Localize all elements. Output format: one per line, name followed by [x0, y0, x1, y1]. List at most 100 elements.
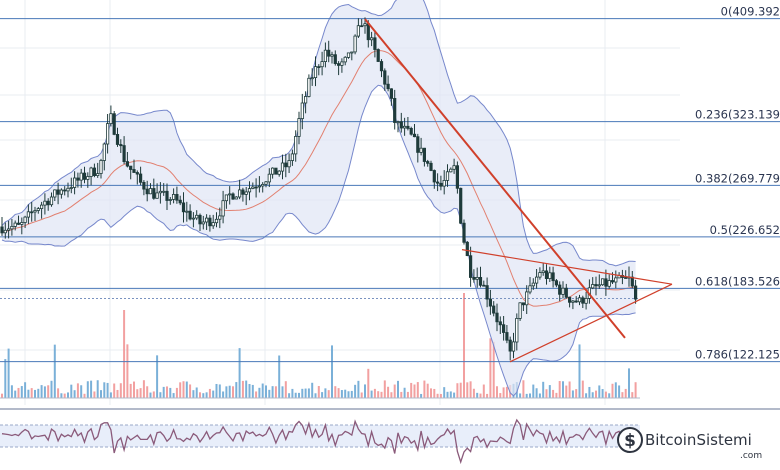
volume-bar	[307, 388, 310, 398]
volume-bar	[555, 392, 558, 398]
volume-bar	[532, 384, 535, 398]
candle-body	[475, 276, 479, 280]
candle-body	[343, 56, 347, 63]
volume-bar	[113, 383, 116, 398]
volume-bar	[433, 388, 436, 398]
candle-body	[300, 102, 304, 120]
candle-body	[564, 287, 568, 298]
candle-body	[195, 214, 199, 219]
candle-body	[148, 188, 153, 195]
volume-bar	[324, 388, 327, 398]
volume-bar	[268, 389, 271, 398]
candle-body	[132, 169, 136, 173]
volume-bar	[146, 386, 149, 398]
candle-body	[92, 167, 96, 176]
volume-bar	[258, 387, 261, 398]
candle-body	[426, 161, 430, 164]
volume-bar	[245, 380, 248, 398]
candle-body	[452, 165, 456, 170]
watermark: $ BitcoinSistemi .com	[617, 427, 762, 461]
oscillator-line	[1, 418, 637, 465]
volume-bar	[456, 383, 459, 398]
volume-bar	[393, 384, 396, 398]
candle-body	[366, 23, 370, 41]
candle-body	[360, 25, 364, 28]
volume-bar	[126, 344, 129, 398]
volume-bar	[321, 392, 324, 398]
volume-bar	[614, 382, 617, 398]
volume-bar	[426, 383, 429, 398]
volume-bar	[218, 384, 221, 398]
volume-bar	[364, 384, 366, 398]
candle-body	[383, 70, 387, 85]
candle-body	[221, 200, 225, 217]
candle-body	[561, 287, 565, 295]
volume-bar	[301, 388, 304, 398]
volume-bar	[222, 391, 225, 398]
volume-bar	[274, 386, 277, 398]
candle-body	[125, 161, 129, 167]
candle-body	[280, 162, 285, 172]
volume-bar	[634, 382, 637, 398]
volume-bar	[7, 348, 10, 398]
volume-bar	[241, 380, 244, 398]
candle-body	[501, 324, 506, 333]
volume-bar	[172, 393, 175, 398]
volume-bar	[37, 388, 40, 398]
volume-bar	[436, 393, 439, 398]
volume-bar	[479, 393, 482, 398]
candle-body	[274, 167, 278, 175]
fib-label: 0.786(122.125	[695, 348, 780, 362]
volume-bar	[331, 345, 333, 398]
volume-bar	[225, 386, 228, 398]
candle-body	[171, 193, 176, 200]
candle-body	[36, 208, 40, 211]
candle-body	[313, 66, 318, 78]
volume-bar	[27, 389, 30, 398]
candle-body	[191, 217, 195, 220]
volume-bar	[76, 383, 79, 398]
volume-bar	[525, 393, 528, 398]
candle-body	[254, 186, 258, 189]
candle-body	[525, 291, 529, 306]
volume-bar	[390, 392, 393, 398]
candle-body	[544, 270, 549, 279]
candle-body	[162, 190, 166, 193]
candle-body	[482, 284, 486, 287]
candle-body	[320, 61, 324, 68]
volume-bar	[281, 386, 284, 398]
volume-bar	[182, 381, 185, 398]
volume-bar	[86, 381, 89, 398]
volume-bar	[83, 393, 86, 398]
candle-body	[211, 222, 215, 227]
volume-bar	[70, 384, 73, 398]
volume-bar	[558, 381, 561, 398]
candle-body	[152, 188, 156, 199]
candle-body	[112, 113, 116, 135]
candle-body	[244, 191, 248, 195]
candle-body	[356, 25, 361, 37]
candle-body	[307, 77, 311, 97]
candle-body	[462, 222, 466, 243]
candle-body	[284, 162, 288, 168]
volume-bar	[129, 383, 132, 398]
candle-body	[89, 167, 93, 177]
volume-bar	[278, 355, 281, 398]
volume-bar	[595, 390, 597, 398]
candle-body	[409, 127, 413, 135]
svg-text:$: $	[624, 431, 636, 451]
volume-bar	[486, 393, 489, 398]
candle-body	[406, 125, 410, 129]
volume-bar	[360, 392, 363, 398]
volume-bar	[430, 388, 432, 398]
bitcoin-logo-icon: $	[617, 427, 643, 453]
candle-body	[508, 339, 512, 352]
volume-bar	[311, 382, 314, 398]
candle-body	[363, 23, 367, 27]
volume-bar	[192, 390, 195, 398]
candle-body	[333, 54, 337, 65]
candle-body	[46, 200, 50, 206]
candle-body	[7, 228, 11, 231]
candle-body	[521, 302, 526, 306]
volume-bar	[14, 390, 17, 398]
